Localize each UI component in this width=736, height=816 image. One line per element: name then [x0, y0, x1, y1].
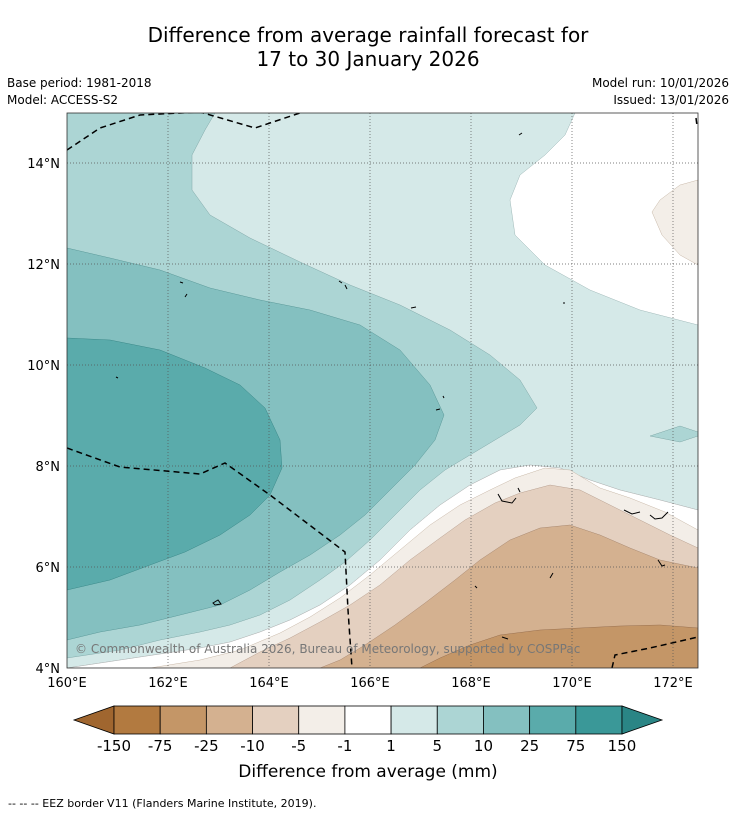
island-6: [115, 376, 119, 379]
colorbar-label: -150: [96, 737, 132, 755]
colorbar-swatch: [159, 705, 207, 735]
lat-label: 14°N: [27, 157, 60, 172]
eez-border-top: [67, 113, 301, 151]
colorbar-label: -1: [337, 737, 353, 755]
colorbar-swatch: [252, 705, 300, 735]
lat-label: 6°N: [36, 561, 61, 576]
model-run: Model run: 10/01/2026: [591, 76, 729, 90]
contour-layer: [67, 113, 698, 668]
contour-25-to-75: [67, 337, 283, 591]
colorbar-swatch: [575, 705, 623, 735]
colorbar-swatch: [483, 705, 531, 735]
title-line-2: 17 to 30 January 2026: [256, 47, 480, 71]
lon-label: 170°E: [552, 676, 592, 691]
island-1: [518, 132, 523, 136]
lat-label: 4°N: [36, 662, 61, 677]
island-12: [212, 599, 222, 606]
islands: [115, 132, 669, 640]
colorbar-title: Difference from average (mm): [238, 762, 498, 782]
colorbar-swatch: [529, 705, 577, 735]
lon-label: 164°E: [249, 676, 289, 691]
island-3: [338, 280, 348, 290]
colorbar-label: -75: [147, 737, 173, 755]
lat-label: 8°N: [36, 460, 61, 475]
island-10: [657, 559, 666, 567]
island-7: [435, 395, 445, 411]
colorbar-label: -5: [291, 737, 307, 755]
longitude-labels: 160°E 162°E 164°E 166°E 168°E 170°E 172°…: [47, 676, 693, 691]
colorbar-swatch: [298, 705, 346, 735]
eez-border-southeast: [611, 636, 698, 668]
island-13: [501, 636, 509, 640]
island-9: [623, 509, 669, 520]
island-4: [410, 306, 417, 309]
latitude-labels: 14°N 12°N 10°N 8°N 6°N 4°N: [27, 157, 60, 677]
island-8: [497, 487, 521, 504]
colorbar-extend-high: [621, 705, 664, 735]
title-line-1: Difference from average rainfall forecas…: [147, 23, 589, 47]
eez-legend: -- -- -- EEZ border V11 (Flanders Marine…: [8, 797, 317, 810]
colorbar-label: 1: [386, 737, 396, 755]
colorbar-label: 10: [473, 737, 493, 755]
contour-minus-25-to-75: [419, 624, 698, 668]
colorbar-swatch: [390, 705, 438, 735]
colorbar-label: 150: [607, 737, 637, 755]
base-period: Base period: 1981-2018: [7, 76, 152, 90]
lon-label: 162°E: [148, 676, 188, 691]
plot-frame: [66, 112, 699, 669]
lon-label: 166°E: [350, 676, 390, 691]
lon-label: 160°E: [47, 676, 87, 691]
colorbar-label: -10: [240, 737, 265, 755]
copyright-text: © Commonwealth of Australia 2026, Bureau…: [75, 642, 580, 656]
colorbar-swatch: [113, 705, 161, 735]
lon-label: 172°E: [653, 676, 693, 691]
graticule: [67, 113, 698, 668]
lat-label: 10°N: [27, 359, 60, 374]
colorbar-swatch: [344, 705, 392, 735]
colorbar: [72, 705, 664, 735]
colorbar-extend-low: [72, 705, 115, 735]
lon-label: 168°E: [451, 676, 491, 691]
colorbar-label: 5: [432, 737, 443, 755]
colorbar-swatch: [205, 705, 253, 735]
eez-borders: [67, 113, 698, 668]
model-name: Model: ACCESS-S2: [7, 93, 119, 107]
contour-wet-patch-right: [649, 425, 698, 443]
colorbar-label: 75: [566, 737, 586, 755]
colorbar-swatch: [436, 705, 484, 735]
island-2: [179, 281, 188, 298]
colorbar-label: -25: [194, 737, 219, 755]
lat-label: 12°N: [27, 258, 60, 273]
island-11: [474, 572, 554, 589]
contour-dry-patch-top-right: [651, 179, 698, 266]
colorbar-label: 25: [520, 737, 540, 755]
eez-border-top-right: [695, 117, 698, 127]
issued-date: Issued: 13/01/2026: [613, 93, 729, 107]
eez-border-west: [67, 447, 353, 668]
